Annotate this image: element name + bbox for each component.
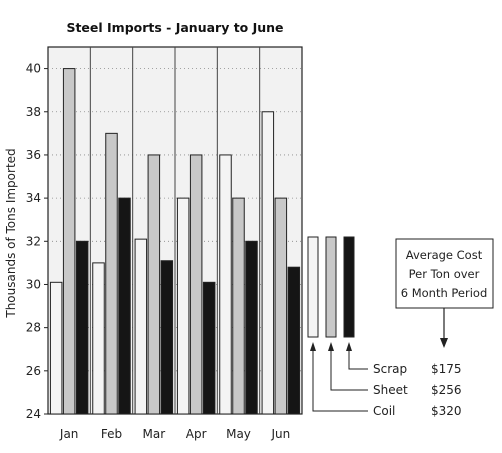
y-tick-label-34: 34 — [26, 191, 41, 205]
legend-arrowhead-sheet — [328, 342, 334, 351]
y-tick-label-26: 26 — [26, 364, 41, 378]
legend-arrowhead-coil — [310, 342, 316, 351]
bar-coil-mar — [134, 238, 148, 415]
legend-swatch-sheet — [325, 236, 337, 338]
legend-label-sheet: Sheet — [373, 383, 408, 397]
y-tick-label-24: 24 — [26, 407, 41, 421]
bar-scrap-jun — [287, 266, 301, 415]
bar-scrap-feb — [118, 197, 131, 415]
legend-swatch-coil — [307, 236, 319, 338]
y-tick-label-38: 38 — [26, 105, 41, 119]
legend-connector-coil — [312, 347, 368, 412]
legend-cost-coil: $320 — [431, 404, 462, 418]
legend-connector-scrap — [348, 347, 368, 370]
y-tick-label-28: 28 — [26, 321, 41, 335]
average-cost-line-2: Per Ton over — [409, 267, 480, 281]
bar-scrap-apr — [202, 281, 216, 415]
x-tick-label-jun: Jun — [270, 427, 290, 441]
x-axis-ticks: Jan Feb Mar Apr May Jun — [59, 427, 290, 441]
average-cost-line-3: 6 Month Period — [401, 286, 488, 300]
bar-coil-apr — [176, 197, 190, 415]
bar-scrap-may — [245, 240, 258, 415]
legend-label-scrap: Scrap — [373, 362, 407, 376]
bar-sheet-apr — [189, 154, 203, 415]
bar-coil-jan — [49, 281, 63, 415]
legend: Scrap Sheet Coil $175 $256 $320 Average … — [307, 236, 494, 418]
y-tick-label-30: 30 — [26, 277, 41, 291]
legend-connector-sheet — [330, 347, 368, 391]
legend-label-coil: Coil — [373, 404, 395, 418]
average-cost-arrowhead — [440, 338, 448, 348]
grid-lines — [48, 47, 302, 414]
bars — [49, 68, 301, 415]
bar-sheet-feb — [105, 132, 118, 415]
x-tick-label-jan: Jan — [59, 427, 79, 441]
x-tick-label-mar: Mar — [143, 427, 166, 441]
y-tick-label-40: 40 — [26, 62, 41, 76]
bar-scrap-mar — [160, 260, 174, 415]
bar-sheet-mar — [147, 154, 161, 415]
bar-sheet-may — [232, 197, 245, 415]
bar-coil-feb — [92, 262, 105, 415]
bar-scrap-jan — [75, 240, 89, 415]
average-cost-box — [395, 238, 494, 309]
y-tick-label-32: 32 — [26, 234, 41, 248]
y-axis-ticks: 24 26 28 30 32 34 36 38 40 — [26, 62, 48, 421]
x-tick-label-may: May — [226, 427, 251, 441]
bar-coil-jun — [261, 111, 275, 415]
bar-sheet-jun — [274, 197, 288, 415]
legend-arrowhead-scrap — [346, 342, 352, 351]
legend-connectors — [310, 342, 368, 412]
legend-swatch-scrap — [343, 236, 355, 338]
average-cost-line-1: Average Cost — [406, 248, 483, 262]
bar-sheet-jan — [62, 68, 76, 415]
y-axis-label: Thousands of Tons Imported — [4, 148, 18, 318]
legend-swatches — [307, 236, 355, 338]
chart-title: Steel Imports - January to June — [66, 20, 283, 35]
y-tick-label-36: 36 — [26, 148, 41, 162]
x-tick-label-feb: Feb — [101, 427, 122, 441]
legend-cost-sheet: $256 — [431, 383, 462, 397]
x-tick-label-apr: Apr — [186, 427, 207, 441]
bar-coil-may — [219, 154, 232, 415]
legend-cost-scrap: $175 — [431, 362, 462, 376]
